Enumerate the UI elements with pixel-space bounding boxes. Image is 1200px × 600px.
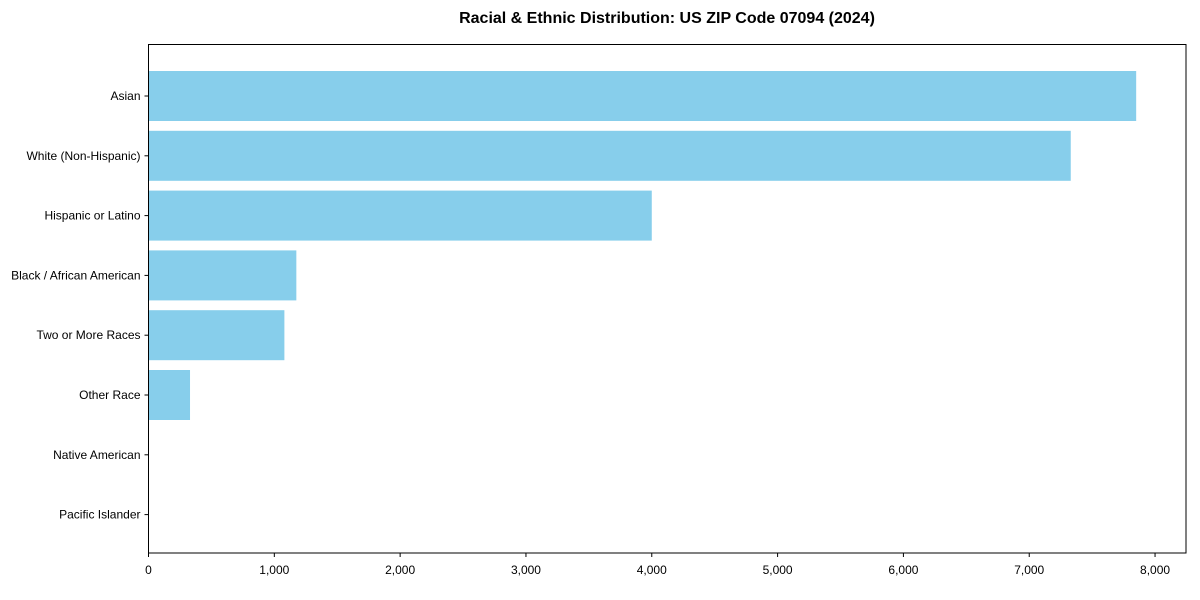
bar-hispanic-or-latino [148,190,652,241]
bar-white-non-hispanic [148,130,1071,181]
y-tick-label-two-or-more-races: Two or More Races [36,328,140,342]
bar-black-african-american [148,250,297,301]
x-tick-label: 0 [145,563,152,577]
x-tick-label: 1,000 [259,563,289,577]
x-tick-label: 3,000 [511,563,541,577]
x-tick-label: 2,000 [385,563,415,577]
x-tick-label: 8,000 [1140,563,1170,577]
x-tick-label: 5,000 [763,563,793,577]
x-tick-label: 7,000 [1014,563,1044,577]
bar-two-or-more-races [148,310,285,361]
x-tick-label: 4,000 [637,563,667,577]
bar-asian [148,71,1137,121]
y-tick-label-white-non-hispanic: White (Non-Hispanic) [26,149,140,163]
x-tick-label: 6,000 [888,563,918,577]
y-tick-label-black-african-american: Black / African American [11,268,140,282]
y-tick-label-native-american: Native American [53,448,140,462]
y-tick-label-asian: Asian [110,89,140,103]
bar-other-race [148,370,191,420]
y-tick-label-pacific-islander: Pacific Islander [59,508,140,522]
y-tick-label-hispanic-or-latino: Hispanic or Latino [44,209,140,223]
chart-title: Racial & Ethnic Distribution: US ZIP Cod… [459,10,875,27]
plot-border [148,44,1187,554]
y-tick-label-other-race: Other Race [79,388,141,402]
